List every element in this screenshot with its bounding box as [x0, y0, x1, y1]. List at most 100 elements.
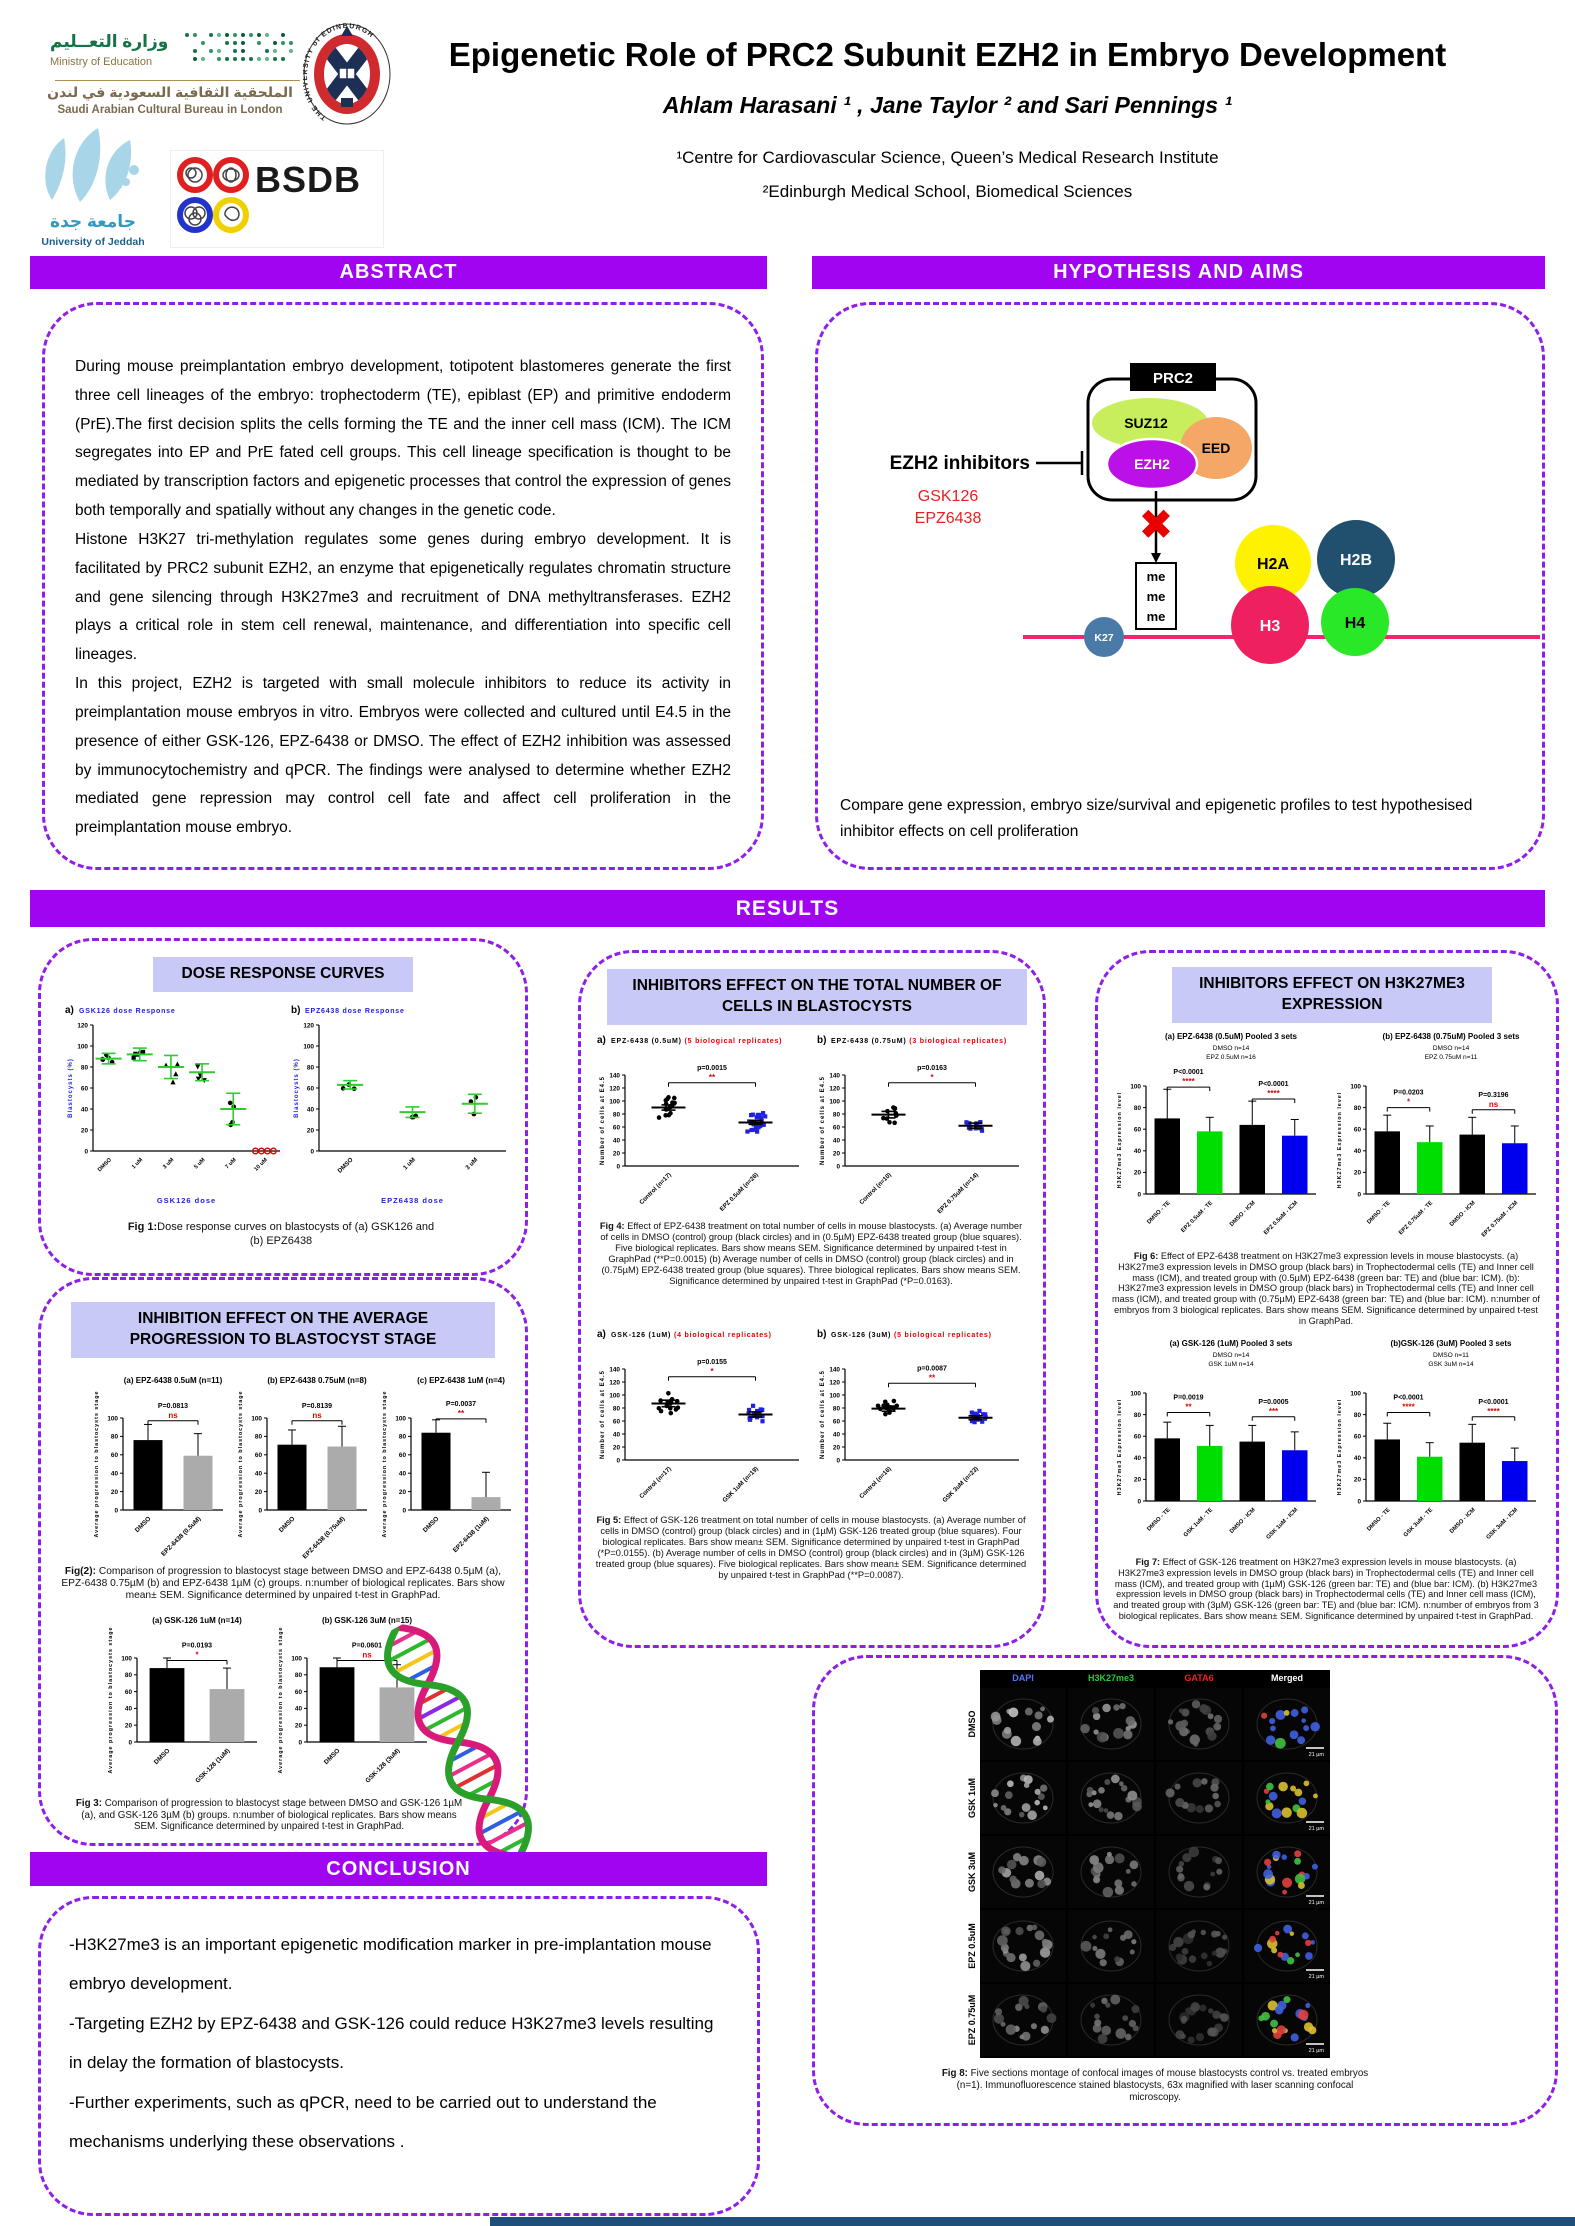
- svg-text:P=0.8139: P=0.8139: [302, 1403, 332, 1410]
- confocal-image: [980, 1910, 1066, 1982]
- svg-text:20: 20: [1134, 1170, 1142, 1177]
- svg-text:a): a): [597, 1035, 606, 1046]
- svg-text:DMSO - TE: DMSO - TE: [1146, 1200, 1172, 1226]
- bottom-accent-strip: [490, 2217, 1575, 2226]
- svg-text:P=0.0005: P=0.0005: [1258, 1399, 1288, 1406]
- svg-text:**: **: [458, 1409, 465, 1418]
- svg-text:80: 80: [255, 1434, 263, 1441]
- svg-text:Average progression to blastoc: Average progression to blastocysts stage: [108, 1626, 114, 1773]
- svg-text:0: 0: [836, 1163, 840, 1170]
- svg-text:100: 100: [395, 1415, 406, 1422]
- confocal-image: [980, 1762, 1066, 1834]
- svg-text:60: 60: [833, 1124, 841, 1131]
- affiliation-1: ¹Centre for Cardiovascular Science, Quee…: [676, 148, 1219, 167]
- svg-text:ns: ns: [362, 1651, 372, 1660]
- svg-text:0: 0: [114, 1507, 118, 1514]
- svg-text:P=0.0037: P=0.0037: [446, 1401, 476, 1408]
- svg-text:40: 40: [613, 1431, 621, 1438]
- svg-text:100: 100: [1350, 1390, 1361, 1397]
- uoj-english-text: University of Jeddah: [41, 236, 145, 248]
- svg-text:DMSO - ICM: DMSO - ICM: [1229, 1200, 1257, 1228]
- svg-text:60: 60: [1354, 1434, 1362, 1441]
- svg-text:120: 120: [609, 1085, 620, 1092]
- h3-circle: [1231, 586, 1309, 664]
- dose-response-header: DOSE RESPONSE CURVES: [153, 957, 413, 992]
- confocal-image: [1068, 1984, 1154, 2056]
- svg-text:40: 40: [111, 1471, 119, 1478]
- authors: Ahlam Harasani ¹ , Jane Taylor ² and Sar…: [662, 92, 1233, 118]
- confocal-column-headers: DAPI H3K27me3 GATA6 Merged: [980, 1670, 1330, 1686]
- abstract-paragraph-3: In this project, EZH2 is targeted with s…: [75, 675, 731, 837]
- svg-text:21 µm: 21 µm: [1309, 1752, 1325, 1758]
- svg-text:0: 0: [1357, 1498, 1361, 1505]
- confocal-row-label-2: GSK 1uM: [967, 1778, 977, 1819]
- confocal-row-label-4: EPZ 0.5uM: [967, 1923, 977, 1969]
- svg-text:Control (n=17): Control (n=17): [638, 1171, 673, 1206]
- svg-text:b): b): [817, 1329, 826, 1340]
- svg-text:40: 40: [399, 1471, 407, 1478]
- svg-text:a): a): [65, 1005, 74, 1016]
- svg-text:100: 100: [107, 1415, 118, 1422]
- fig1-caption-body: Dose response curves on blastocysts of (…: [157, 1221, 435, 1247]
- svg-text:80: 80: [295, 1672, 303, 1679]
- svg-text:100: 100: [829, 1392, 840, 1399]
- fig2-caption-body: Comparison of progression to blastocyst …: [61, 1566, 505, 1602]
- svg-text:Number of cells at E4.5: Number of cells at E4.5: [820, 1370, 826, 1459]
- svg-text:120: 120: [609, 1379, 620, 1386]
- svg-text:DMSO: DMSO: [153, 1747, 172, 1766]
- confocal-row-5: 21 µm: [980, 1984, 1330, 2056]
- fig5-caption-lead: Fig 5:: [596, 1515, 622, 1525]
- confocal-image: [1068, 1910, 1154, 1982]
- svg-text:p=0.0163: p=0.0163: [917, 1065, 947, 1072]
- svg-text:80: 80: [833, 1405, 841, 1412]
- prc2-label-box: [1130, 363, 1216, 391]
- fig4-caption-lead: Fig 4:: [599, 1221, 625, 1231]
- confocal-image: 21 µm: [1244, 1688, 1330, 1760]
- progression-header: INHIBITION EFFECT ON THE AVERAGE PROGRES…: [71, 1302, 495, 1358]
- svg-text:GSK 3uM n=14: GSK 3uM n=14: [1428, 1361, 1474, 1368]
- confocal-image: 21 µm: [1244, 1984, 1330, 2056]
- svg-text:10 uM: 10 uM: [253, 1157, 269, 1173]
- confocal-image: [980, 1688, 1066, 1760]
- confocal-row-label-1: DMSO: [967, 1710, 977, 1738]
- svg-text:ns: ns: [312, 1411, 322, 1420]
- svg-text:60: 60: [833, 1418, 841, 1425]
- confocal-row-label-3: GSK 3uM: [967, 1852, 977, 1893]
- ministry-arabic-text: وزارة التعــليم: [50, 32, 169, 51]
- bureau-english-text: Saudi Arabian Cultural Bureau in London: [57, 104, 283, 116]
- svg-text:H3K27me3 Expression level: H3K27me3 Expression level: [1337, 1092, 1343, 1189]
- abstract-paragraph-1: During mouse preimplantation embryo deve…: [75, 358, 731, 520]
- conclusion-title: CONCLUSION: [326, 1858, 471, 1880]
- svg-text:21 µm: 21 µm: [1309, 2048, 1325, 2054]
- hypothesis-panel: PRC2 EED SUZ12 EZH2 EZH2 inhibitors GSK1…: [815, 302, 1545, 870]
- svg-text:20: 20: [1354, 1477, 1362, 1484]
- dose-response-panel: DOSE RESPONSE CURVES 0 20 40 60 80 100 120 Blas…: [38, 938, 528, 1276]
- svg-text:Control (n=17): Control (n=17): [638, 1465, 673, 1500]
- svg-text:****: ****: [1487, 1407, 1500, 1416]
- svg-text:DMSO n=11: DMSO n=11: [1433, 1352, 1469, 1359]
- svg-text:GSK 1uM n=14: GSK 1uM n=14: [1208, 1361, 1254, 1368]
- svg-text:3 uM: 3 uM: [464, 1156, 479, 1171]
- svg-text:7 uM: 7 uM: [224, 1157, 237, 1170]
- svg-text:0: 0: [1137, 1498, 1141, 1505]
- logo-divider: [55, 80, 300, 81]
- svg-text:ns: ns: [168, 1411, 178, 1420]
- fig6-caption: Fig 6: Effect of EPZ-6438 treatment on H…: [1112, 1251, 1540, 1326]
- confocal-image: [1156, 1688, 1242, 1760]
- suz12-label: SUZ12: [1124, 415, 1168, 431]
- svg-text:100: 100: [1350, 1083, 1361, 1090]
- svg-text:100: 100: [609, 1392, 620, 1399]
- svg-text:140: 140: [609, 1072, 620, 1079]
- svg-text:GSK 3uM - ICM: GSK 3uM - ICM: [1486, 1507, 1520, 1541]
- svg-text:40: 40: [833, 1431, 841, 1438]
- svg-text:DMSO n=14: DMSO n=14: [1213, 1352, 1250, 1359]
- svg-text:60: 60: [1134, 1434, 1142, 1441]
- confocal-image: [980, 1836, 1066, 1908]
- svg-text:GSK126 dose: GSK126 dose: [157, 1196, 216, 1205]
- svg-text:Blastocysts (%): Blastocysts (%): [68, 1058, 74, 1118]
- fig7-caption-lead: Fig 7:: [1135, 1557, 1161, 1567]
- fig7-caption-body: Effect of GSK-126 treatment on H3K27me3 …: [1113, 1557, 1539, 1621]
- svg-text:100: 100: [609, 1098, 620, 1105]
- header: وزارة التعــليم Ministry of Education ال…: [0, 0, 1575, 255]
- svg-text:60: 60: [399, 1452, 407, 1459]
